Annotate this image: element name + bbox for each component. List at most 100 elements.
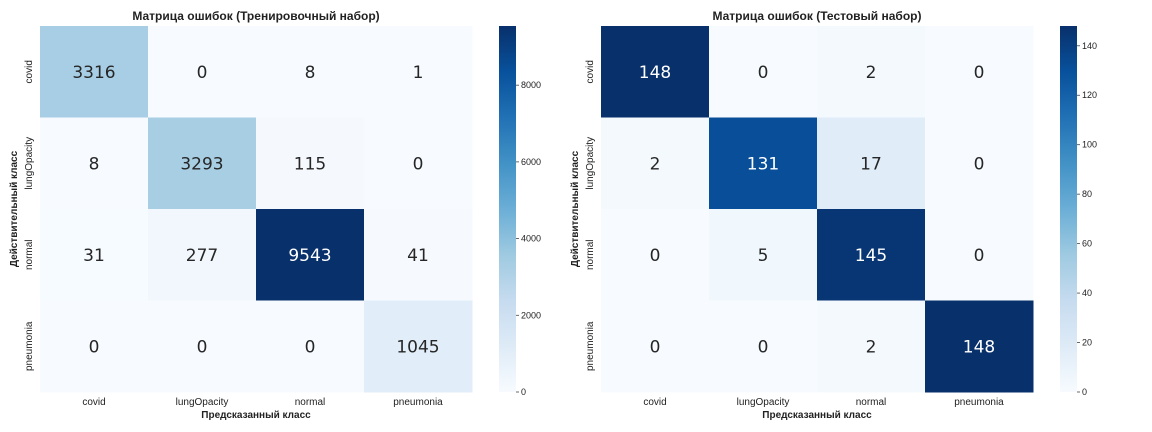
x-tick-label: pneumonia xyxy=(393,397,443,408)
heatmap-cell xyxy=(925,117,1034,210)
colorbar-tick-label: 2000 xyxy=(521,310,541,320)
cell-value-label: 2 xyxy=(866,63,877,83)
colorbar-tick-label: 0 xyxy=(1082,387,1087,397)
y-tick-label: normal xyxy=(24,239,35,270)
colorbar-tick-label: 4000 xyxy=(521,234,541,244)
colorbar xyxy=(499,26,516,392)
cell-value-label: 2 xyxy=(866,337,877,357)
heatmap-cell xyxy=(925,300,1034,393)
cell-value-label: 31 xyxy=(83,246,105,266)
cell-value-label: 0 xyxy=(974,246,985,266)
heatmap-cell xyxy=(709,209,818,301)
cell-value-label: 0 xyxy=(758,63,769,83)
heatmap-cell xyxy=(709,26,818,118)
heatmap-cell xyxy=(256,209,365,301)
heatmap-cell xyxy=(364,300,473,393)
cell-value-label: 17 xyxy=(860,154,882,174)
cell-value-label: 0 xyxy=(650,246,661,266)
colorbar xyxy=(1060,26,1077,392)
heatmap-cell xyxy=(364,117,473,210)
x-tick-label: pneumonia xyxy=(954,397,1004,408)
heatmap-cell xyxy=(148,300,257,393)
heatmap-panel-2: Матрица ошибок (Тестовый набор)148 0 2 02 13… xyxy=(570,9,1097,421)
x-tick-label: normal xyxy=(856,397,887,408)
cell-value-label: 8 xyxy=(89,154,100,174)
y-tick-label: pneumonia xyxy=(585,321,596,371)
colorbar-tick-label: 80 xyxy=(1082,189,1092,199)
x-axis-label: Предсказанный класс xyxy=(201,410,311,421)
heatmap-cell xyxy=(148,26,257,118)
cell-value-label: 1 xyxy=(413,63,424,83)
colorbar-tick-label: 8000 xyxy=(521,80,541,90)
heatmap-panel-1: Матрица ошибок (Тренировочный набор) 3316… xyxy=(9,9,541,421)
cell-value-label: 131 xyxy=(747,154,779,174)
cell-value-label: 148 xyxy=(639,63,671,83)
heatmap-cell xyxy=(709,300,818,393)
x-tick-label: covid xyxy=(643,397,666,408)
colorbar-tick-label: 60 xyxy=(1082,239,1092,249)
cell-value-label: 3293 xyxy=(180,154,223,174)
heatmap-cell xyxy=(601,117,710,210)
y-tick-label: pneumonia xyxy=(24,321,35,371)
cell-value-label: 41 xyxy=(407,246,429,266)
x-tick-label: lungOpacity xyxy=(737,397,790,408)
heatmap-cell xyxy=(817,209,926,301)
heatmap-cell xyxy=(925,209,1034,301)
cell-value-label: 148 xyxy=(963,337,995,357)
cell-value-label: 0 xyxy=(758,337,769,357)
cell-value-label: 145 xyxy=(855,246,887,266)
y-axis-label: Действительный класс xyxy=(9,150,20,267)
heatmap-cell xyxy=(40,300,149,393)
heatmap-cell xyxy=(601,26,710,118)
y-tick-label: covid xyxy=(585,60,596,83)
colorbar-tick-label: 6000 xyxy=(521,157,541,167)
cell-value-label: 5 xyxy=(758,246,769,266)
heatmap-cell xyxy=(709,117,818,210)
y-tick-label: normal xyxy=(585,239,596,270)
heatmap-cell xyxy=(256,117,365,210)
cell-value-label: 2 xyxy=(650,154,661,174)
cell-value-label: 115 xyxy=(294,154,326,174)
heatmap-cell xyxy=(40,117,149,210)
heatmap-cell xyxy=(256,300,365,393)
chart-title: Матрица ошибок (Тестовый набор) xyxy=(712,9,921,23)
y-tick-label: lungOpacity xyxy=(585,137,596,190)
y-tick-label: lungOpacity xyxy=(24,137,35,190)
heatmap-cell xyxy=(364,26,473,118)
y-tick-label: covid xyxy=(24,60,35,83)
heatmap-cell xyxy=(817,26,926,118)
cell-value-label: 0 xyxy=(413,154,424,174)
cell-value-label: 1045 xyxy=(396,337,439,357)
cell-value-label: 9543 xyxy=(288,246,331,266)
colorbar-tick-label: 140 xyxy=(1082,41,1097,51)
y-axis-label: Действительный класс xyxy=(570,150,581,267)
cell-value-label: 0 xyxy=(89,337,100,357)
colorbar-tick-label: 100 xyxy=(1082,140,1097,150)
heatmap-cell xyxy=(40,26,149,118)
heatmap-cell xyxy=(148,209,257,301)
x-tick-label: lungOpacity xyxy=(176,397,229,408)
cell-value-label: 0 xyxy=(197,337,208,357)
cell-value-label: 0 xyxy=(974,63,985,83)
chart-title: Матрица ошибок (Тренировочный набор) xyxy=(132,9,379,23)
colorbar-tick-label: 120 xyxy=(1082,90,1097,100)
cell-value-label: 0 xyxy=(305,337,316,357)
x-tick-label: covid xyxy=(82,397,105,408)
cell-value-label: 8 xyxy=(305,63,316,83)
heatmap-cell xyxy=(601,209,710,301)
cell-value-label: 3316 xyxy=(72,63,115,83)
colorbar-tick-label: 0 xyxy=(521,387,526,397)
heatmap-cell xyxy=(925,26,1034,118)
cell-value-label: 277 xyxy=(186,246,218,266)
heatmap-cell xyxy=(817,117,926,210)
colorbar-tick-label: 20 xyxy=(1082,338,1092,348)
colorbar-tick-label: 40 xyxy=(1082,288,1092,298)
heatmap-cell xyxy=(256,26,365,118)
cell-value-label: 0 xyxy=(197,63,208,83)
heatmap-cell xyxy=(817,300,926,393)
heatmap-cell xyxy=(364,209,473,301)
heatmap-cell xyxy=(40,209,149,301)
cell-value-label: 0 xyxy=(974,154,985,174)
heatmap-cell xyxy=(148,117,257,210)
